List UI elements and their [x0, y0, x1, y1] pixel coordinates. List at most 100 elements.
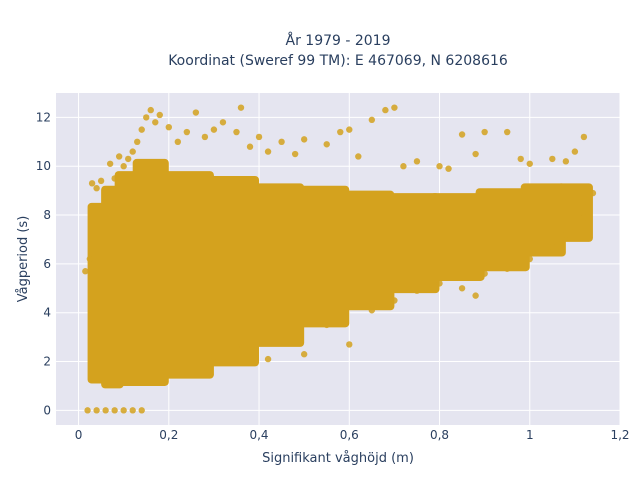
- density-band: [430, 193, 485, 281]
- density-band: [520, 183, 566, 257]
- data-point: [580, 133, 588, 141]
- data-point: [152, 119, 159, 126]
- data-point: [134, 138, 141, 146]
- y-tick-label: 10: [36, 159, 51, 173]
- density-band: [159, 171, 214, 379]
- data-point: [391, 104, 398, 111]
- density-band: [475, 188, 530, 272]
- data-point: [201, 133, 209, 141]
- chart-subtitle: Koordinat (Sweref 99 TM): E 467069, N 62…: [168, 53, 508, 69]
- data-point: [264, 355, 272, 363]
- data-point: [346, 341, 353, 348]
- data-point: [120, 163, 127, 170]
- density-band: [385, 193, 440, 294]
- data-point: [102, 189, 109, 197]
- data-point: [233, 128, 240, 136]
- data-point: [585, 199, 592, 207]
- data-point: [278, 331, 285, 338]
- data-point: [472, 150, 479, 158]
- data-point: [337, 128, 344, 136]
- data-point: [104, 197, 112, 204]
- x-axis-title: Signifikant våghöjd (m): [262, 451, 414, 466]
- data-point: [526, 160, 533, 167]
- data-point: [400, 163, 407, 170]
- data-point: [300, 136, 308, 143]
- data-point: [368, 116, 376, 124]
- data-point: [138, 126, 145, 133]
- data-point: [445, 165, 452, 172]
- data-point: [300, 351, 308, 358]
- data-point: [458, 131, 466, 138]
- x-tick-label: 0,6: [340, 428, 359, 442]
- data-point: [143, 114, 150, 121]
- data-point: [481, 270, 488, 277]
- data-point: [472, 292, 479, 299]
- data-point: [368, 307, 376, 314]
- data-point: [526, 255, 533, 263]
- data-point: [86, 255, 94, 263]
- y-axis-title: Vågperiod (s): [16, 216, 31, 303]
- data-point: [111, 175, 118, 182]
- data-point: [106, 160, 114, 167]
- y-tick-label: 12: [36, 110, 51, 124]
- density-band: [340, 190, 395, 311]
- data-point: [355, 153, 362, 160]
- data-point: [481, 128, 488, 136]
- data-point: [549, 243, 556, 250]
- data-point: [562, 158, 570, 165]
- data-point: [88, 180, 96, 187]
- data-point: [237, 104, 245, 111]
- data-point: [458, 285, 466, 292]
- data-point: [111, 407, 118, 414]
- y-tick-label: 2: [43, 355, 51, 369]
- data-point: [571, 224, 579, 231]
- data-point: [174, 138, 182, 146]
- data-point: [129, 148, 136, 155]
- data-point: [84, 407, 91, 414]
- data-point: [233, 343, 240, 351]
- chart-title: År 1979 - 2019: [286, 32, 391, 49]
- y-tick-label: 4: [43, 306, 51, 320]
- y-tick-label: 6: [43, 257, 51, 271]
- data-point: [517, 155, 524, 163]
- x-tick-label: 1: [526, 428, 534, 442]
- data-point: [210, 353, 218, 360]
- x-tick-label: 0,8: [430, 428, 449, 442]
- x-axis-ticks: 0 0,2 0,4 0,6 0,8 1 1,2: [75, 428, 630, 442]
- data-point: [413, 287, 421, 294]
- data-point: [147, 106, 154, 114]
- data-point: [120, 407, 127, 414]
- data-point: [219, 119, 227, 126]
- data-point: [346, 126, 353, 133]
- density-band: [295, 185, 350, 328]
- data-point: [183, 128, 191, 136]
- data-point: [436, 280, 443, 287]
- density-band: [556, 183, 593, 242]
- data-point: [138, 407, 145, 414]
- data-point: [504, 128, 511, 136]
- data-point: [291, 150, 299, 158]
- data-point: [246, 143, 254, 150]
- data-point: [562, 231, 570, 238]
- data-point: [102, 407, 109, 414]
- data-point: [264, 148, 272, 155]
- data-point: [278, 138, 285, 146]
- y-tick-label: 0: [43, 403, 51, 417]
- x-tick-label: 0,4: [249, 428, 268, 442]
- data-point: [549, 155, 556, 163]
- data-point: [436, 163, 443, 170]
- data-point: [589, 189, 597, 197]
- data-point: [124, 155, 132, 163]
- data-point: [129, 407, 136, 414]
- data-point: [93, 185, 100, 192]
- y-tick-label: 8: [43, 208, 51, 222]
- x-tick-label: 0: [75, 428, 83, 442]
- data-point: [165, 123, 172, 131]
- density-layer: [87, 158, 593, 389]
- scatter-points: [82, 104, 597, 414]
- data-point: [580, 214, 588, 221]
- data-point: [504, 265, 511, 272]
- data-point: [323, 321, 330, 329]
- y-axis-ticks: 0 2 4 6 8 10 12: [36, 110, 51, 417]
